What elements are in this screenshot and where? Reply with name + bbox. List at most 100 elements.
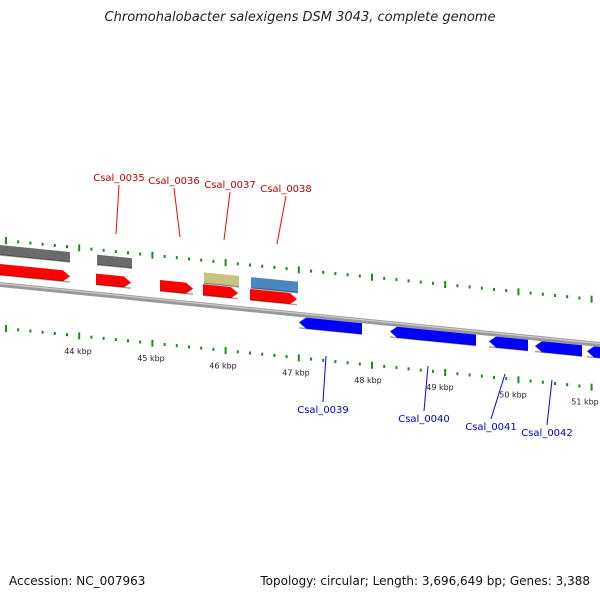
outer-gc-tick [432,281,434,285]
gene-callout-line [276,195,287,245]
inner-gc-tick [17,328,20,332]
scale-label: 48 kbp [354,376,382,385]
outer-gc-tick [175,256,178,260]
gene-misc [204,272,239,287]
forward-cds-shadow [202,294,239,300]
outer-gc-tick [493,287,495,291]
inner-gc-tick [395,366,398,370]
gene-label-bottom[interactable]: Csal_0042 [521,428,573,439]
inner-gc-tick [493,375,495,379]
inner-gc-tick [90,335,93,339]
outer-gc-tick [541,292,544,296]
outer-gc-tick [468,285,471,289]
inner-gc-tick [529,379,532,383]
gene-grey [97,254,132,269]
outer-gc-tick [151,251,154,259]
inner-gc-tick [163,342,166,346]
reverse-cds-shadow [488,346,529,352]
outer-gc-tick [566,295,569,299]
genome-backbone [0,282,600,347]
inner-gc-tick [151,339,154,347]
inner-gc-tick [200,346,203,350]
inner-gc-tick [444,369,447,377]
gene-label-top[interactable]: Csal_0036 [148,176,200,187]
inner-gc-tick [578,384,581,388]
outer-gc-tick [346,273,349,277]
inner-gc-tick [236,350,239,354]
forward-cds-shadow [95,283,132,289]
outer-gc-tick [127,251,129,255]
gene-label-bottom[interactable]: Csal_0041 [465,422,517,433]
inner-gc-tick [541,380,544,384]
outer-gc-tick [383,276,386,280]
outer-gc-tick [17,240,20,244]
accession-text: Accession: NC_007963 [9,574,146,588]
forward-cds-shadow [159,290,194,296]
gene-callout-line [423,365,429,412]
gene-grey [0,245,70,262]
outer-gc-tick [590,295,593,303]
gene-callout-line [322,355,327,403]
outer-gc-tick [188,257,190,261]
inner-gc-tick [310,357,312,361]
outer-gc-tick [456,284,459,288]
outer-gc-tick [322,270,325,274]
forward-cds [0,264,70,282]
inner-gc-tick [468,373,471,377]
outer-gc-tick [53,243,56,247]
inner-gc-tick [175,344,178,348]
gene-misc-shadow [203,282,240,288]
inner-gc-tick [212,347,215,351]
reverse-cds [587,346,600,358]
inner-gc-tick [334,360,337,364]
inner-gc-tick [358,362,361,366]
gene-label-top[interactable]: Csal_0035 [93,173,145,184]
scale-label: 44 kbp [64,347,92,356]
reverse-cds-shadow [389,336,477,347]
forward-cds [96,273,131,288]
gene-label-bottom[interactable]: Csal_0039 [297,405,349,416]
inner-gc-tick [29,329,32,333]
inner-gc-tick [285,355,288,359]
inner-gc-tick [66,333,68,337]
inner-gc-tick [53,331,56,335]
reverse-cds-shadow [586,355,600,359]
gene-callout-line [490,373,506,420]
forward-cds-shadow [249,299,298,306]
outer-gc-tick [529,291,532,295]
reverse-cds-shadow [298,327,363,335]
outer-gc-tick [249,263,251,267]
reverse-cds [535,341,582,357]
outer-gc-tick [273,265,276,269]
outer-gc-tick [285,267,288,271]
inner-gc-tick [407,367,410,371]
inner-gc-tick [590,383,593,391]
gene-label-top[interactable]: Csal_0038 [260,184,312,195]
scale-label: 51 kbp [571,398,599,407]
outer-gc-tick [444,281,447,289]
gene-label-top[interactable]: Csal_0037 [204,180,256,191]
outer-gc-tick [554,294,556,297]
outer-gc-tick [236,262,239,266]
gene-label-bottom[interactable]: Csal_0040 [398,414,450,425]
gene-highlight-shadow [250,287,299,294]
inner-gc-tick [456,372,459,376]
forward-cds [203,284,238,299]
outer-gc-tick [261,264,264,268]
scale-label: 50 kbp [499,390,527,399]
reverse-cds [299,317,362,335]
outer-gc-tick [395,278,398,282]
inner-gc-tick [188,345,190,349]
inner-gc-tick [517,376,520,384]
gc-tick-track [5,237,593,391]
feature-track [0,245,600,359]
scale-label: 45 kbp [137,354,165,363]
inner-gc-tick [419,368,422,372]
backbone-band [0,282,600,347]
outer-gc-tick [90,247,93,251]
gene-callout-line [223,191,231,241]
gene-callout-line [173,187,181,238]
inner-gc-tick [371,361,373,369]
outer-gc-tick [114,250,117,254]
